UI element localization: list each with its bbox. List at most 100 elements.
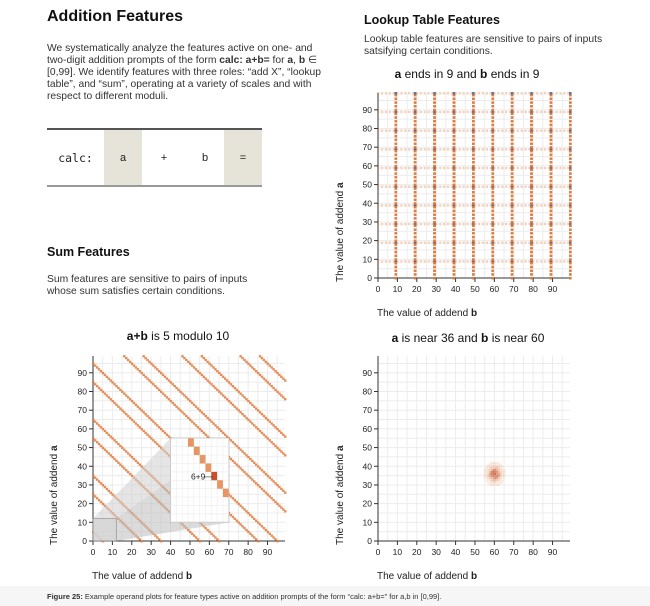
data-cell xyxy=(569,101,572,104)
data-cell xyxy=(413,164,417,168)
data-cell xyxy=(433,247,436,250)
data-cell xyxy=(433,101,436,104)
data-cell xyxy=(452,254,456,257)
data-cell xyxy=(394,187,398,190)
data-cell xyxy=(413,262,417,265)
data-cell xyxy=(563,260,566,263)
data-cell xyxy=(491,243,494,246)
data-cell xyxy=(549,161,553,164)
data-cell xyxy=(549,262,553,265)
data-cell xyxy=(452,176,456,179)
data-cell xyxy=(510,239,514,242)
data-cell xyxy=(394,112,398,115)
data-cell xyxy=(433,97,436,100)
data-cell xyxy=(394,265,398,269)
data-cell xyxy=(452,105,456,108)
data-cell xyxy=(452,123,456,127)
data-cell xyxy=(433,262,436,265)
data-cell xyxy=(472,138,475,142)
data-cell xyxy=(569,250,572,254)
data-cell xyxy=(472,146,475,149)
data-cell xyxy=(549,198,553,201)
data-cell xyxy=(491,221,494,224)
data-cell xyxy=(510,127,514,130)
data-cell xyxy=(491,232,494,235)
data-cell xyxy=(549,254,553,257)
data-cell xyxy=(433,97,436,100)
data-cell xyxy=(452,108,456,112)
data-cell xyxy=(472,187,475,190)
data-cell xyxy=(491,153,494,156)
data-cell xyxy=(491,239,494,242)
data-cell xyxy=(569,142,572,145)
data-cell xyxy=(549,228,553,231)
data-cell xyxy=(510,269,514,272)
data-cell xyxy=(474,166,477,170)
data-cell xyxy=(491,221,494,224)
data-cell xyxy=(413,131,417,134)
data-cell xyxy=(413,129,417,132)
data-cell xyxy=(472,217,475,220)
data-cell xyxy=(433,183,436,186)
data-cell xyxy=(413,187,417,190)
data-cell xyxy=(452,183,456,186)
data-cell xyxy=(569,93,572,97)
data-cell xyxy=(510,209,514,213)
data-cell xyxy=(491,179,494,183)
data-cell xyxy=(549,179,553,183)
data-cell xyxy=(433,243,436,246)
data-cell xyxy=(394,250,398,254)
data-cell xyxy=(472,217,475,220)
data-cell xyxy=(394,191,398,194)
data-cell xyxy=(510,164,514,168)
data-cell xyxy=(394,262,398,265)
data-cell xyxy=(510,157,514,160)
data-cell xyxy=(510,172,514,175)
data-cell xyxy=(433,127,436,130)
data-cell xyxy=(452,224,456,228)
data-cell xyxy=(569,265,572,269)
data-cell xyxy=(549,239,553,242)
data-cell xyxy=(394,187,398,190)
data-cell xyxy=(530,142,533,145)
data-cell xyxy=(413,254,417,257)
data-cell xyxy=(433,161,436,164)
data-cell xyxy=(472,262,475,265)
data-cell xyxy=(510,254,514,257)
data-cell xyxy=(530,217,533,220)
data-cell xyxy=(569,157,572,160)
data-cell xyxy=(472,217,475,220)
data-cell xyxy=(452,217,456,220)
data-cell xyxy=(491,191,494,194)
data-cell xyxy=(474,129,477,132)
data-cell xyxy=(510,262,514,265)
data-cell xyxy=(569,101,572,104)
data-cell xyxy=(433,198,436,201)
data-cell xyxy=(413,105,417,108)
data-cell xyxy=(474,222,477,226)
data-cell xyxy=(394,187,398,190)
data-cell xyxy=(491,269,494,272)
data-cell xyxy=(569,93,572,97)
data-cell xyxy=(413,194,417,198)
data-cell xyxy=(394,202,398,205)
data-cell xyxy=(491,209,494,213)
data-cell xyxy=(510,129,514,132)
data-cell xyxy=(510,93,514,97)
data-cell xyxy=(491,120,494,123)
data-cell xyxy=(394,273,398,276)
data-cell xyxy=(452,217,456,220)
data-cell xyxy=(394,235,398,239)
data-cell xyxy=(413,179,417,183)
data-cell xyxy=(472,269,475,272)
data-cell xyxy=(569,194,572,198)
data-cell xyxy=(549,187,553,190)
data-cell xyxy=(491,108,494,112)
data-cell xyxy=(530,232,533,235)
data-cell xyxy=(394,161,398,164)
data-cell xyxy=(530,105,533,108)
data-cell xyxy=(549,209,553,213)
data-cell xyxy=(413,142,417,145)
data-cell xyxy=(394,202,398,205)
data-cell xyxy=(452,202,456,205)
